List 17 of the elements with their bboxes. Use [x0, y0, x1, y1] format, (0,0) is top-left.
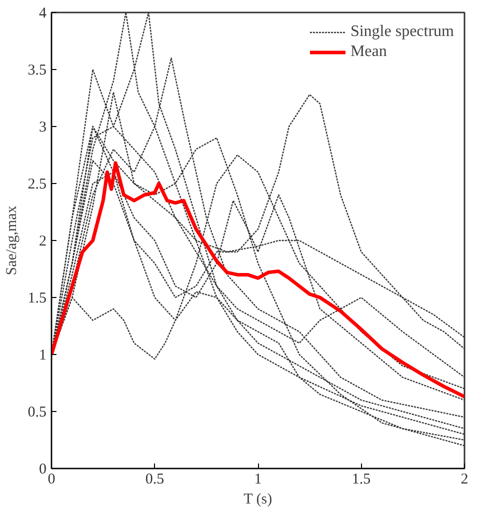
x-tick-label: 2 [460, 472, 468, 488]
y-tick-label: 2 [39, 234, 46, 250]
y-tick-label: 0 [39, 462, 46, 478]
x-tick-label: 0.5 [145, 472, 164, 488]
x-axis-title: T (s) [244, 492, 272, 508]
y-tick-label: 3.5 [28, 62, 46, 78]
y-tick-label: 2.5 [28, 176, 46, 192]
y-tick-label: 1 [39, 348, 46, 364]
legend-label: Mean [350, 43, 387, 61]
y-axis-title: Sae/ag,max [4, 205, 20, 276]
y-tick-label: 4 [39, 6, 47, 22]
y-tick-label: 0.5 [28, 404, 46, 420]
y-tick-label: 3 [39, 120, 46, 136]
legend-label: Single spectrum [350, 23, 454, 41]
y-tick-label: 1.5 [28, 290, 46, 306]
x-tick-label: 1 [254, 472, 262, 488]
x-tick-label: 1.5 [352, 472, 371, 488]
